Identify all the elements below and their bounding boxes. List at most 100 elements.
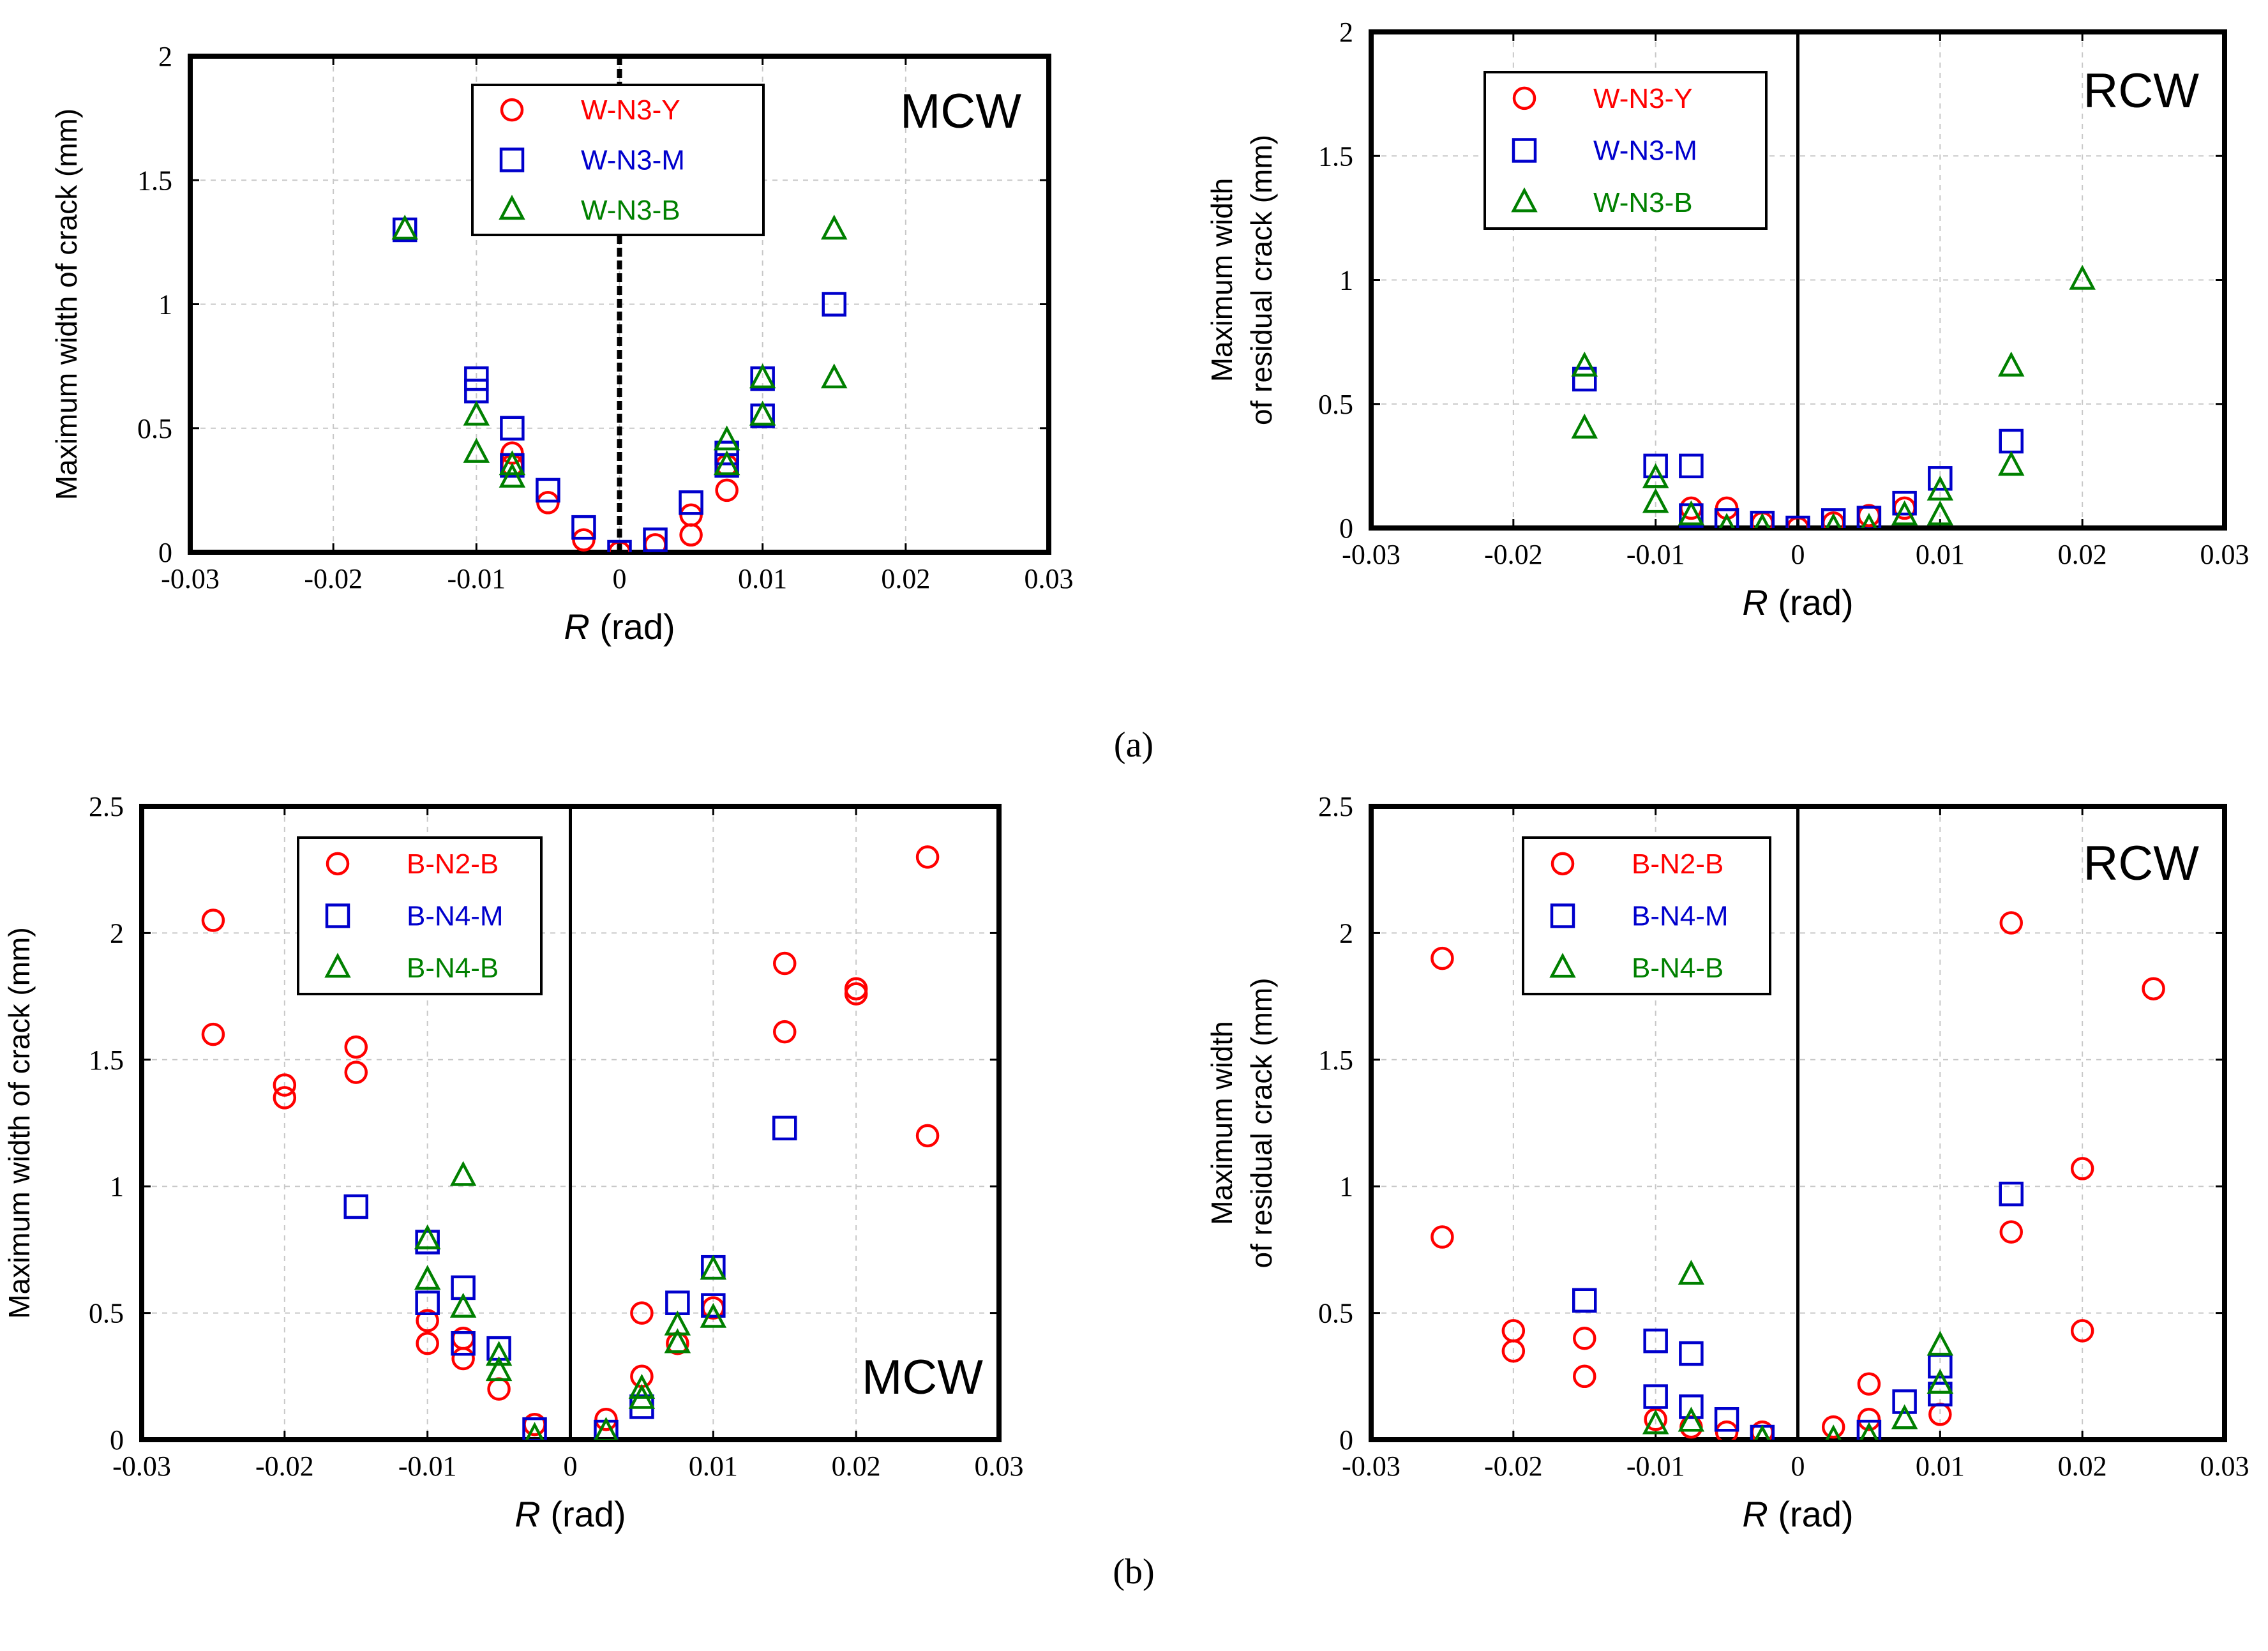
point-B-N2-B — [1857, 1372, 1881, 1396]
x-tick-label: 0 — [564, 1451, 578, 1482]
panel-tag: RCW — [2083, 836, 2199, 891]
y-tick-label: 1.5 — [1318, 140, 1353, 172]
x-tick-label: -0.01 — [398, 1451, 457, 1482]
point-B-N4-B — [628, 1373, 656, 1399]
legend-label: W-N3-M — [581, 145, 685, 176]
point-B-N4-B — [1642, 1409, 1669, 1435]
point-W-N3-B — [713, 425, 740, 451]
legend-marker-W-N3-B — [499, 195, 525, 220]
point-B-N4-B — [1678, 1406, 1705, 1432]
point-B-N4-B — [628, 1383, 656, 1409]
point-B-N2-B — [451, 1346, 475, 1371]
point-W-N3-B — [1571, 351, 1598, 377]
y-tick-label: 1.5 — [137, 165, 172, 196]
legend-label: B-N2-B — [1632, 848, 1724, 880]
point-B-N4-M — [1679, 1341, 1704, 1366]
y-tick-label: 0 — [158, 537, 172, 568]
x-axis-label-unit: (rad) — [1768, 1494, 1854, 1534]
y-axis-label: Maximum width of crack (mm) — [3, 927, 36, 1318]
y-tick-label: 1.5 — [1318, 1044, 1353, 1076]
chart-a-mcw: -0.03 -0.02 -0.01 0 0.01 0.02 0.03 0 0.5 1 1.5 2 R (… — [50, 41, 1074, 647]
point-B-N4-M — [772, 1115, 797, 1141]
x-tick-label: -0.03 — [1342, 539, 1401, 570]
x-axis-label-variable: R — [514, 1494, 540, 1534]
point-W-N3-M — [1750, 510, 1775, 528]
legend-marker-W-N3-M — [1512, 138, 1537, 163]
point-B-N2-B — [1431, 946, 1454, 970]
legend-label: B-N4-M — [1632, 901, 1729, 932]
point-W-N3-B — [821, 215, 848, 240]
point-B-N2-B — [1857, 1408, 1881, 1431]
legend-label: B-N4-B — [407, 953, 499, 984]
legend-label: W-N3-Y — [581, 94, 680, 126]
x-axis-label-variable: R — [1742, 1494, 1768, 1534]
point-B-N4-B — [594, 1417, 619, 1440]
y-tick-label: 2 — [1339, 17, 1353, 48]
point-W-N3-B — [391, 215, 418, 240]
x-axis-label: R (rad) — [1742, 582, 1853, 622]
legend-label: W-N3-B — [1593, 187, 1693, 218]
point-W-N3-M — [500, 416, 525, 441]
point-W-N3-B — [749, 400, 776, 426]
point-B-N4-B — [664, 1328, 691, 1353]
point-W-N3-M — [643, 527, 668, 552]
point-B-N4-B — [1859, 1422, 1879, 1440]
point-W-N3-M — [464, 366, 489, 391]
data-points — [1571, 264, 2096, 528]
legend-label: W-N3-Y — [1593, 83, 1693, 114]
point-B-N2-B — [630, 1301, 654, 1325]
point-W-N3-M — [1643, 453, 1668, 479]
plot-frame — [139, 804, 1002, 1442]
point-W-N3-B — [1998, 451, 2025, 476]
point-B-N2-B — [201, 908, 225, 932]
point-B-N4-M — [451, 1331, 476, 1356]
x-tick-label: -0.02 — [255, 1451, 314, 1482]
point-B-N4-B — [1678, 1260, 1705, 1285]
legend-marker-B-N2-B — [1551, 852, 1575, 876]
point-B-N2-B — [273, 1073, 297, 1097]
point-B-N2-B — [487, 1377, 511, 1401]
x-tick-label: 0 — [1791, 539, 1805, 570]
y-tick-label: 1 — [158, 289, 172, 320]
point-W-N3-M — [714, 441, 739, 465]
y-tick-label: 0.5 — [1318, 1298, 1353, 1329]
y-tick-label: 2.5 — [1318, 791, 1353, 822]
point-B-N2-B — [773, 951, 797, 976]
legend-marker-B-N4-M — [325, 903, 350, 928]
x-tick-label: 0.02 — [2058, 1451, 2107, 1482]
point-W-N3-B — [1642, 463, 1669, 488]
point-B-N2-B — [1999, 1220, 2023, 1244]
x-tick-label: -0.02 — [304, 563, 363, 594]
x-axis-label: R (rad) — [514, 1494, 626, 1534]
point-B-N4-M — [1928, 1382, 1953, 1406]
point-W-N3-M — [536, 478, 560, 503]
panel-tag: MCW — [900, 84, 1021, 139]
point-B-N2-B — [1999, 911, 2023, 935]
caption-b: (b) — [1113, 1552, 1154, 1592]
y-tick-label: 0 — [1339, 513, 1353, 544]
point-B-N2-B — [2070, 1157, 2094, 1180]
point-B-N4-M — [1999, 1181, 2024, 1207]
legend-label: W-N3-B — [581, 195, 680, 226]
data-points — [1431, 911, 2165, 1440]
point-W-N3-B — [499, 450, 526, 476]
y-tick-label: 2 — [158, 41, 172, 72]
point-B-N4-M — [1643, 1384, 1668, 1409]
y-tick-label: 0.5 — [89, 1298, 124, 1329]
x-tick-label: 0.02 — [881, 563, 930, 594]
legend: W-N3-Y W-N3-M W-N3-B — [471, 84, 765, 236]
point-B-N2-B — [1821, 1415, 1845, 1439]
point-W-N3-B — [1642, 488, 1669, 513]
point-W-N3-B — [713, 450, 740, 476]
point-B-N4-B — [414, 1224, 441, 1249]
point-B-N4-B — [1926, 1368, 1954, 1394]
point-B-N2-B — [1501, 1339, 1526, 1363]
point-B-N2-B — [773, 1020, 797, 1044]
legend-marker-B-N2-B — [326, 852, 350, 876]
x-axis-label-unit: (rad) — [590, 607, 675, 647]
point-W-N3-M — [1679, 453, 1704, 479]
x-tick-label: -0.02 — [1484, 539, 1543, 570]
point-W-N3-B — [1718, 513, 1735, 528]
y-axis-label: of residual crack (mm) — [1245, 135, 1278, 425]
